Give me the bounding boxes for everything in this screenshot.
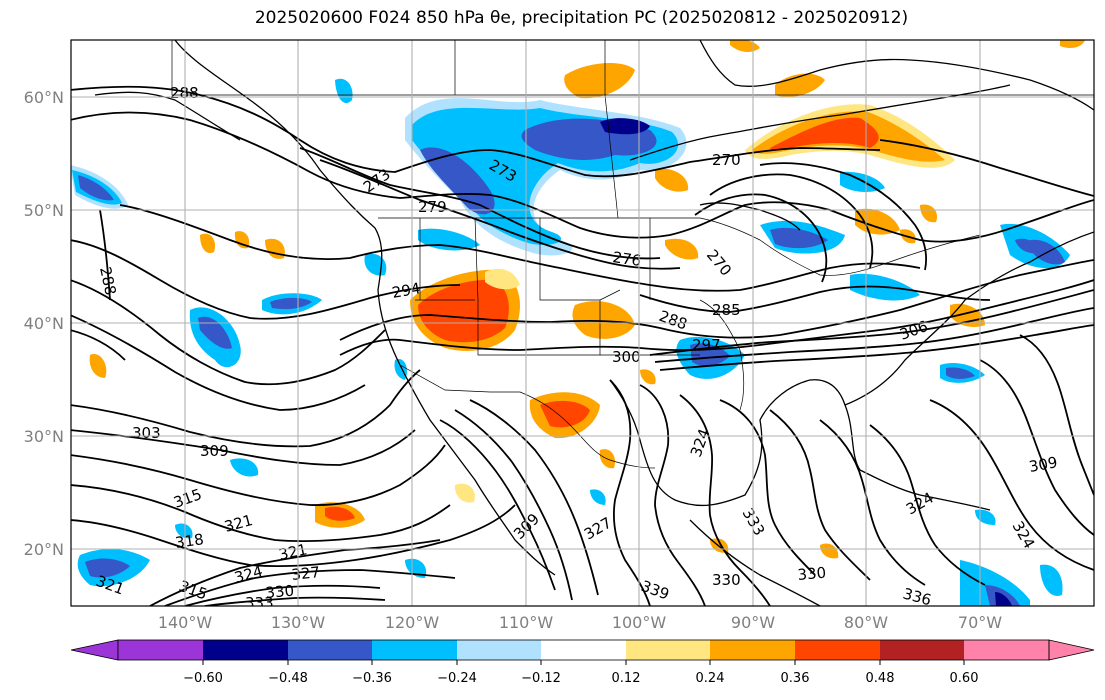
colorbar-bin: [541, 640, 626, 660]
colorbar-bin: [964, 640, 1049, 660]
colorbar-tick: 0.12: [612, 671, 641, 686]
contour-label: 270: [712, 151, 741, 169]
contour-label: 330: [797, 564, 827, 584]
contour-label: 288: [96, 265, 120, 297]
contour-label: 279: [418, 198, 447, 216]
contour-label: 321: [222, 511, 254, 536]
colorbar-tick: −0.60: [183, 671, 223, 686]
longitude-labels: 140°W 130°W 120°W 110°W 100°W 90°W 80°W …: [158, 613, 1002, 632]
lon-label-80w: 80°W: [844, 613, 888, 632]
contour-label: 303: [132, 424, 161, 442]
contour-label: 285: [712, 301, 741, 319]
lon-label-100w: 100°W: [612, 613, 667, 632]
colorbar-bin: [288, 640, 372, 660]
contour-label: 321: [277, 540, 309, 564]
graticule: [71, 40, 1094, 606]
colorbar: −0.60 −0.48 −0.36 −0.24 −0.12 0.12 0.24 …: [70, 639, 1095, 686]
contour-label: 297: [692, 336, 721, 354]
colorbar-tick: 0.24: [696, 671, 725, 686]
colorbar-bin: [203, 640, 288, 660]
colorbar-bin: [457, 640, 541, 660]
contour-label: 333: [245, 594, 274, 612]
lat-label-60n: 60°N: [24, 88, 64, 107]
lat-label-30n: 30°N: [24, 427, 64, 446]
lat-label-50n: 50°N: [24, 201, 64, 220]
lon-label-130w: 130°W: [271, 613, 326, 632]
colorbar-tick: 0.60: [950, 671, 979, 686]
negative-pc-areas: [71, 78, 1070, 606]
contour-label: 309: [200, 442, 229, 460]
contour-label: 330: [712, 571, 741, 589]
colorbar-max-extension: [1048, 639, 1095, 661]
contour-label: 336: [901, 584, 933, 609]
contour-label: 309: [1028, 453, 1059, 476]
colorbar-bin: [795, 640, 880, 660]
contour-label: 309: [510, 510, 543, 543]
lon-label-110w: 110°W: [499, 613, 554, 632]
lon-label-90w: 90°W: [731, 613, 775, 632]
contour-label: 306: [897, 317, 930, 344]
positive-pc-areas: [89, 40, 1085, 559]
lon-label-70w: 70°W: [958, 613, 1002, 632]
contour-label: 327: [291, 563, 321, 584]
contour-label: 288: [170, 84, 199, 102]
contour-label: 324: [687, 426, 714, 459]
colorbar-bin: [626, 640, 710, 660]
contour-label: 318: [174, 530, 205, 552]
precip-pc-shading: [71, 40, 1085, 606]
latitude-labels: 60°N 50°N 40°N 30°N 20°N: [24, 88, 64, 559]
colorbar-tick: −0.24: [437, 671, 477, 686]
colorbar-tick: 0.48: [866, 671, 895, 686]
contour-label: 327: [581, 514, 615, 544]
contour-label: 294: [391, 279, 422, 302]
colorbar-bin: [372, 640, 457, 660]
lat-label-40n: 40°N: [24, 314, 64, 333]
lon-label-120w: 120°W: [385, 613, 440, 632]
contour-label: 330: [265, 582, 295, 602]
contour-label: 324: [232, 562, 264, 587]
contour-label: 270: [703, 246, 735, 280]
colorbar-outline: [117, 639, 1050, 661]
colorbar-bin: [710, 640, 795, 660]
contour-label: 300: [612, 348, 641, 366]
theta-e-contours: [71, 85, 1094, 606]
map-title: 2025020600 F024 850 hPa θe, precipitatio…: [254, 8, 909, 28]
contour-label: 324: [1009, 518, 1039, 552]
lat-label-20n: 20°N: [24, 540, 64, 559]
colorbar-bin: [880, 640, 964, 660]
colorbar-min-extension: [70, 639, 119, 661]
colorbar-bin: [118, 640, 203, 660]
lon-label-140w: 140°W: [158, 613, 213, 632]
colorbar-tick: 0.36: [781, 671, 810, 686]
map-frame: [70, 39, 1095, 607]
contour-label: 276: [611, 248, 642, 270]
colorbar-tick: −0.36: [352, 671, 392, 686]
colorbar-tick: −0.12: [521, 671, 561, 686]
contour-label: 315: [171, 485, 204, 512]
colorbar-tick: −0.48: [268, 671, 308, 686]
contour-label: 288: [657, 307, 690, 334]
contour-label: 339: [639, 577, 672, 604]
